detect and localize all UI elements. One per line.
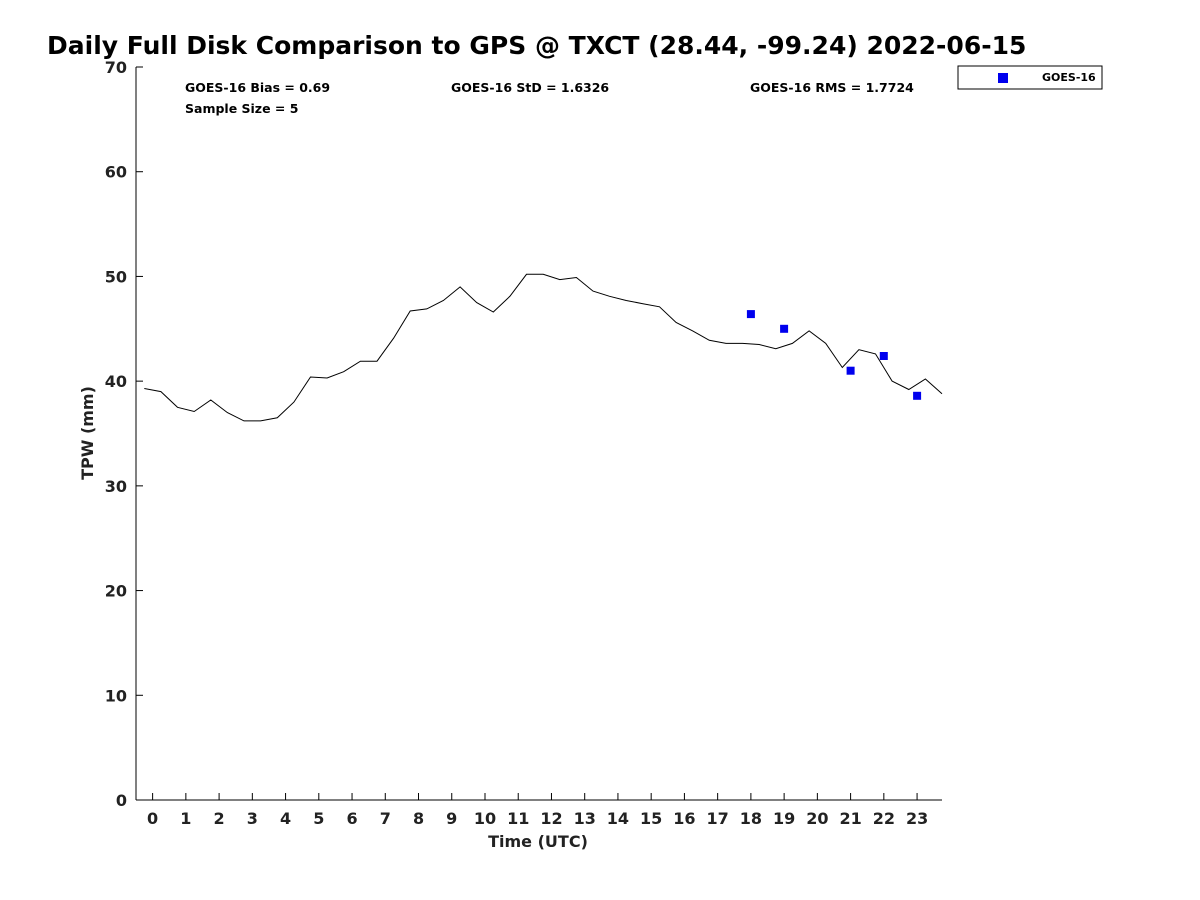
stat-std: GOES-16 StD = 1.6326 [451,80,609,95]
x-tick-label: 20 [806,809,828,828]
chart-title: Daily Full Disk Comparison to GPS @ TXCT… [47,31,1026,60]
x-tick-label: 2 [214,809,225,828]
y-tick-label: 30 [105,477,127,496]
plot-area [135,67,942,801]
y-tick-label: 0 [116,791,127,810]
x-tick-label: 3 [247,809,258,828]
goes16-point [879,352,888,360]
x-tick-label: 6 [346,809,357,828]
gps-tpw-line [144,273,943,422]
x-tick-label: 0 [147,809,158,828]
goes16-point [846,366,855,375]
y-tick-label: 20 [105,582,127,601]
x-tick-label: 12 [540,809,562,828]
x-tick-label: 1 [180,809,191,828]
x-tick-label: 18 [740,809,762,828]
x-tick-label: 4 [280,809,291,828]
y-tick-label: 40 [105,372,127,391]
x-tick-label: 16 [673,809,695,828]
x-tick-label: 10 [474,809,496,828]
y-ticks: 0 10 20 30 40 50 60 70 [105,58,143,810]
x-tick-label: 13 [574,809,596,828]
stat-sample-size: Sample Size = 5 [185,101,298,116]
stat-rms: GOES-16 RMS = 1.7724 [750,80,914,95]
goes16-point [746,310,755,319]
x-tick-label: 17 [707,809,729,828]
x-ticks: 0 1 2 3 4 5 6 7 8 9 10 11 12 13 14 15 16 17 18 19 20 21 22 23 [147,793,928,828]
legend-marker-goes16 [998,73,1008,83]
x-tick-label: 8 [413,809,424,828]
x-tick-label: 19 [773,809,795,828]
y-tick-label: 10 [105,686,127,705]
x-tick-label: 5 [313,809,324,828]
legend-box [957,65,1103,90]
stat-bias: GOES-16 Bias = 0.69 [185,80,330,95]
y-tick-label: 60 [105,163,127,182]
series-layer [144,273,943,422]
x-tick-label: 22 [873,809,895,828]
x-tick-label: 23 [906,809,928,828]
x-tick-label: 21 [839,809,861,828]
goes16-point [780,324,789,333]
x-tick-label: 15 [640,809,662,828]
x-axis-label: Time (UTC) [488,832,588,851]
x-tick-label: 9 [446,809,457,828]
x-tick-label: 11 [507,809,529,828]
goes16-point [913,391,922,400]
y-tick-label: 50 [105,267,127,286]
legend: GOES-16 [957,65,1103,90]
y-tick-label: 70 [105,58,127,77]
x-tick-label: 14 [607,809,629,828]
y-axis-label: TPW (mm) [78,386,97,480]
legend-label-goes16: GOES-16 [1042,71,1096,84]
x-tick-label: 7 [380,809,391,828]
